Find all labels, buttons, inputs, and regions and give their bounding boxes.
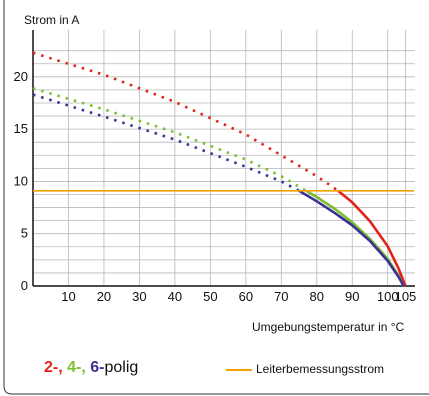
x-tick-label: 30 xyxy=(132,289,146,304)
axes xyxy=(3,0,429,395)
legend-6-polig: 6- xyxy=(90,359,105,376)
grid xyxy=(33,30,415,287)
series xyxy=(32,51,407,287)
panel-border xyxy=(3,0,429,395)
legend-2-polig: 2-, xyxy=(44,359,63,376)
y-tick-label: 20 xyxy=(14,69,28,84)
x-tick-label: 105 xyxy=(395,289,417,304)
series-2-polig-solid xyxy=(337,189,407,287)
y-tick-label: 0 xyxy=(21,278,28,293)
legend-4-polig: 4-, xyxy=(67,359,86,376)
series-4-polig-dotted xyxy=(32,87,307,192)
series-6-polig-solid xyxy=(298,189,405,287)
series-2-polig-dotted xyxy=(32,51,339,192)
x-axis-label: Umgebungstemperatur in °C xyxy=(252,320,405,334)
x-tick-label: 40 xyxy=(168,289,182,304)
x-tick-label: 90 xyxy=(345,289,359,304)
x-tick-label: 50 xyxy=(203,289,217,304)
x-tick-label: 20 xyxy=(97,289,111,304)
pole-legend: 2-, 4-, 6-polig xyxy=(44,359,138,377)
x-tick-label: 10 xyxy=(61,289,75,304)
x-tick-label: 70 xyxy=(274,289,288,304)
y-tick-label: 10 xyxy=(14,173,28,188)
x-tick-label: 80 xyxy=(310,289,324,304)
y-tick-label: 5 xyxy=(21,226,28,241)
x-tick-label: 100 xyxy=(377,289,399,304)
x-tick-label: 60 xyxy=(239,289,253,304)
y-tick-label: 15 xyxy=(14,121,28,136)
legend-polig-suffix: polig xyxy=(104,359,139,376)
reference-legend-swatch xyxy=(226,369,252,371)
series-6-polig-dotted xyxy=(32,93,300,192)
reference-legend-label: Leiterbemessungsstrom xyxy=(256,362,385,376)
y-axis-label: Strom in A xyxy=(24,13,80,27)
